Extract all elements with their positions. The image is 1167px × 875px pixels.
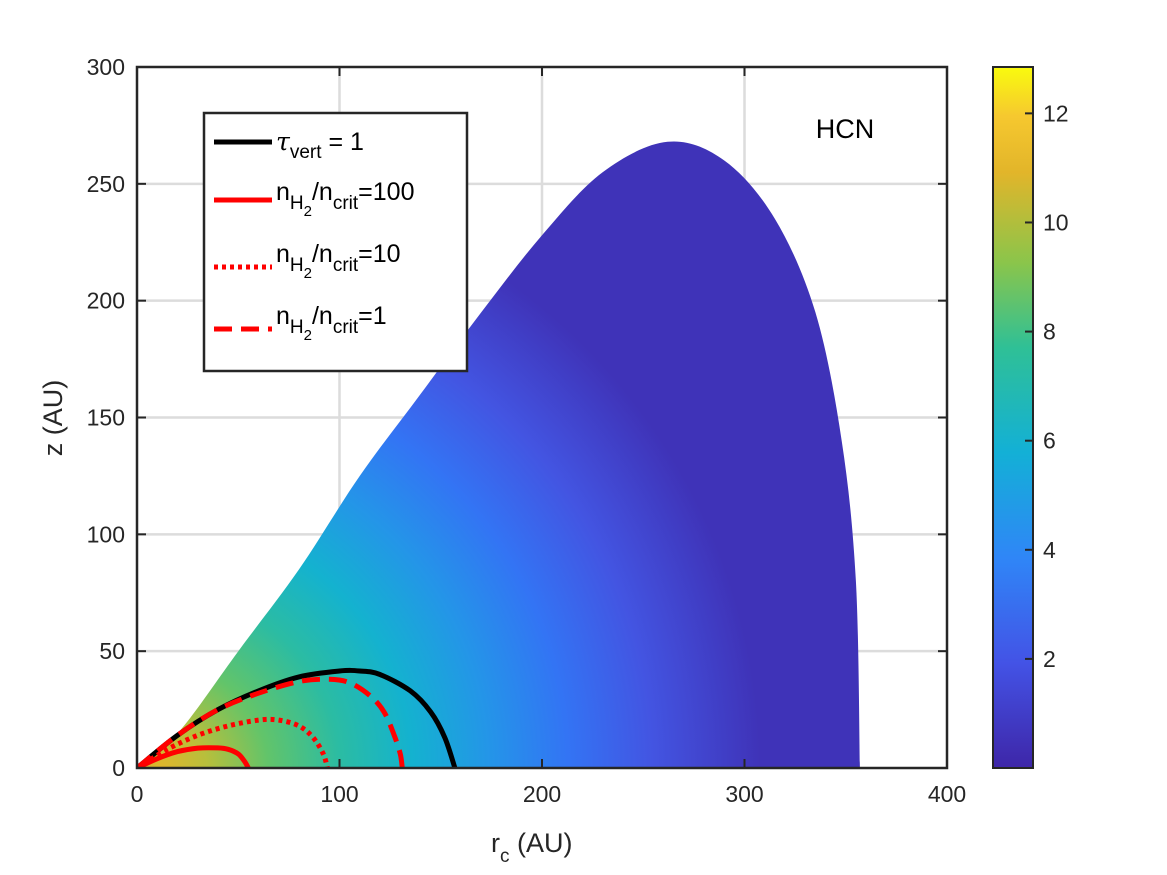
y-tick-label: 300 xyxy=(87,54,125,80)
x-tick-label: 100 xyxy=(320,781,358,807)
axis-ticks xyxy=(136,66,948,769)
ratio-100-curve xyxy=(137,745,251,768)
ratio-1-curve xyxy=(137,676,405,768)
y-tick-label: 50 xyxy=(99,638,125,664)
y-axis-label: z (AU) xyxy=(38,380,68,457)
molecule-annotation: HCN xyxy=(816,114,875,144)
colorbar-tick-label: 8 xyxy=(1043,319,1056,345)
emission-region xyxy=(137,141,860,768)
y-tick-label: 150 xyxy=(87,405,125,431)
colorbar-tick-label: 10 xyxy=(1043,209,1069,235)
x-tick-label: 0 xyxy=(131,781,144,807)
colorbar-tick-label: 12 xyxy=(1043,100,1069,126)
axis-tick-labels: 0 100 200 300 400 0 50 100 150 200 250 300 xyxy=(87,54,967,807)
y-tick-label: 0 xyxy=(112,755,125,781)
y-tick-label: 250 xyxy=(87,171,125,197)
legend-label-ratio-1: nH2/ncrit=1 xyxy=(276,302,387,344)
colorbar-tick-label: 6 xyxy=(1043,428,1056,454)
legend-label-ratio-10: nH2/ncrit=10 xyxy=(276,240,401,282)
y-tick-label: 200 xyxy=(87,288,125,314)
legend-label-ratio-100: nH2/ncrit=100 xyxy=(276,178,414,220)
colorbar-ticks: 2 4 6 8 10 12 xyxy=(1025,100,1069,672)
x-tick-label: 400 xyxy=(928,781,966,807)
colorbar-frame xyxy=(992,66,1034,769)
legend-label-tau: τvert = 1 xyxy=(276,127,364,163)
x-tick-label: 200 xyxy=(523,781,561,807)
x-axis-label: rc (AU) xyxy=(491,828,573,867)
y-tick-label: 100 xyxy=(87,521,125,547)
colorbar xyxy=(993,67,1033,768)
legend: τvert = 1 nH2/ncrit=100 nH2/ncrit=10 nH2… xyxy=(202,111,469,373)
colorbar-tick-label: 2 xyxy=(1043,646,1056,672)
colorbar-tick-label: 4 xyxy=(1043,537,1056,563)
x-tick-label: 300 xyxy=(725,781,763,807)
ratio-10-curve xyxy=(137,716,330,768)
